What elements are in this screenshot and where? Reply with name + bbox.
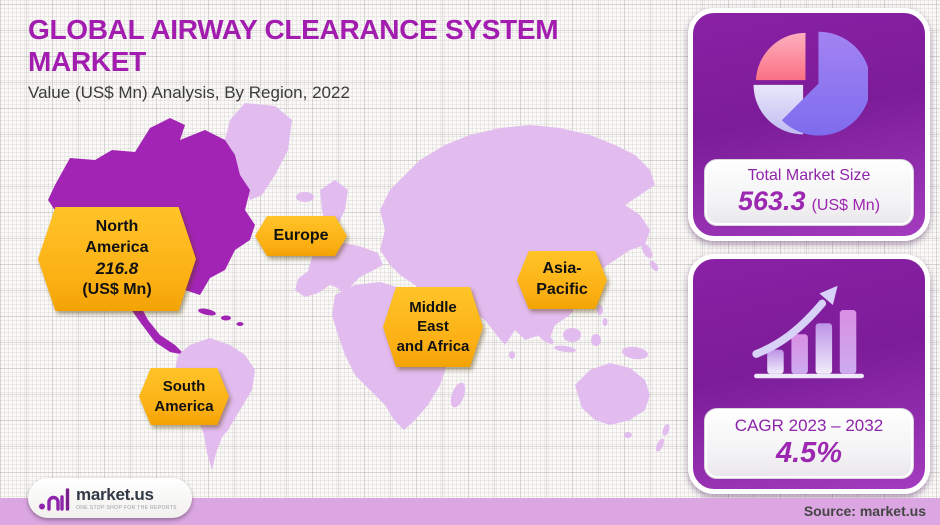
region-name-line: Europe	[273, 226, 329, 244]
total-market-size-card: Total Market Size 563.3 (US$ Mn)	[688, 8, 930, 241]
region-unit: (US$ Mn)	[82, 281, 152, 299]
region-label-middle-east-and-africa-badge: Middle East and Africa	[383, 287, 483, 367]
growth-bar-chart-icon	[752, 285, 864, 379]
region-name-line: North	[95, 217, 139, 235]
logo-tagline: ONE STOP SHOP FOR THE REPORTS	[76, 504, 177, 511]
page-title: GLOBAL AIRWAY CLEARANCE SYSTEM MARKET	[28, 14, 559, 77]
island-new-zealand-north	[662, 424, 670, 436]
region-label-south-america-badge: South America	[139, 368, 229, 425]
region-label-europe: Europe	[255, 216, 347, 256]
island-philippines-1	[597, 305, 603, 315]
island-borneo	[563, 328, 581, 342]
continent-australia	[575, 363, 650, 425]
island-new-guinea	[622, 346, 648, 360]
region-name-line: South	[162, 378, 206, 395]
island-new-zealand-south	[655, 438, 665, 452]
island-sumatra	[538, 332, 554, 344]
island-philippines-2	[602, 318, 608, 326]
cagr-value-row: 4.5%	[709, 437, 909, 470]
continent-europe	[295, 243, 383, 297]
market-us-logo-icon	[39, 488, 70, 511]
island-japan-north	[636, 232, 644, 242]
logo-text: market.us ONE STOP SHOP FOR THE REPORTS	[76, 486, 177, 511]
region-label-asia-pacific: Asia- Pacific	[517, 251, 607, 309]
island-iceland	[296, 192, 314, 202]
total-market-size-box: Total Market Size 563.3 (US$ Mn)	[704, 159, 914, 226]
region-name-line: Middle	[409, 298, 457, 316]
island-lesser-antilles	[236, 322, 244, 326]
island-cuba	[198, 308, 216, 316]
region-label-europe-badge: Europe	[255, 216, 347, 256]
region-value: 216.8	[95, 259, 139, 279]
cagr-value: 4.5%	[775, 437, 843, 469]
total-market-size-value-row: 563.3 (US$ Mn)	[709, 186, 909, 217]
region-label-north-america-badge: North America 216.8 (US$ Mn)	[38, 207, 196, 311]
region-name-line: America	[85, 238, 149, 256]
logo-brand-name: market.us	[76, 484, 154, 504]
total-market-size-unit: (US$ Mn)	[811, 197, 881, 214]
brand-logo: market.us ONE STOP SHOP FOR THE REPORTS	[28, 478, 192, 518]
region-name-line: Asia-	[542, 260, 582, 278]
island-sulawesi	[591, 334, 601, 346]
island-hispaniola	[221, 315, 231, 321]
header: GLOBAL AIRWAY CLEARANCE SYSTEM MARKET Va…	[28, 14, 668, 103]
island-tasmania	[624, 432, 632, 438]
page-subtitle: Value (US$ Mn) Analysis, By Region, 2022	[28, 83, 350, 102]
cagr-title: CAGR 2023 – 2032	[734, 416, 884, 435]
region-label-south-america: South America	[139, 368, 229, 425]
cagr-box: CAGR 2023 – 2032 4.5%	[704, 408, 914, 479]
pie-chart-icon	[753, 31, 868, 136]
region-label-asia-pacific-badge: Asia- Pacific	[517, 251, 607, 309]
island-japan-south	[649, 260, 659, 272]
cagr-card: CAGR 2023 – 2032 4.5%	[688, 254, 930, 494]
island-java	[554, 345, 576, 353]
island-madagascar	[450, 382, 466, 408]
region-label-middle-east-and-africa: Middle East and Africa	[383, 287, 483, 367]
continent-greenland	[225, 103, 292, 200]
island-sri-lanka	[509, 351, 515, 359]
island-japan-main	[641, 243, 653, 259]
region-label-north-america: North America 216.8 (US$ Mn)	[38, 207, 196, 311]
region-name-line: East	[417, 318, 449, 336]
region-name-line: Pacific	[536, 281, 588, 298]
region-name-line: America	[154, 397, 214, 415]
source-text: Source: market.us	[803, 503, 926, 519]
total-market-size-title: Total Market Size	[747, 167, 871, 184]
region-name-line: and Africa	[396, 337, 470, 355]
total-market-size-value: 563.3	[737, 186, 806, 216]
